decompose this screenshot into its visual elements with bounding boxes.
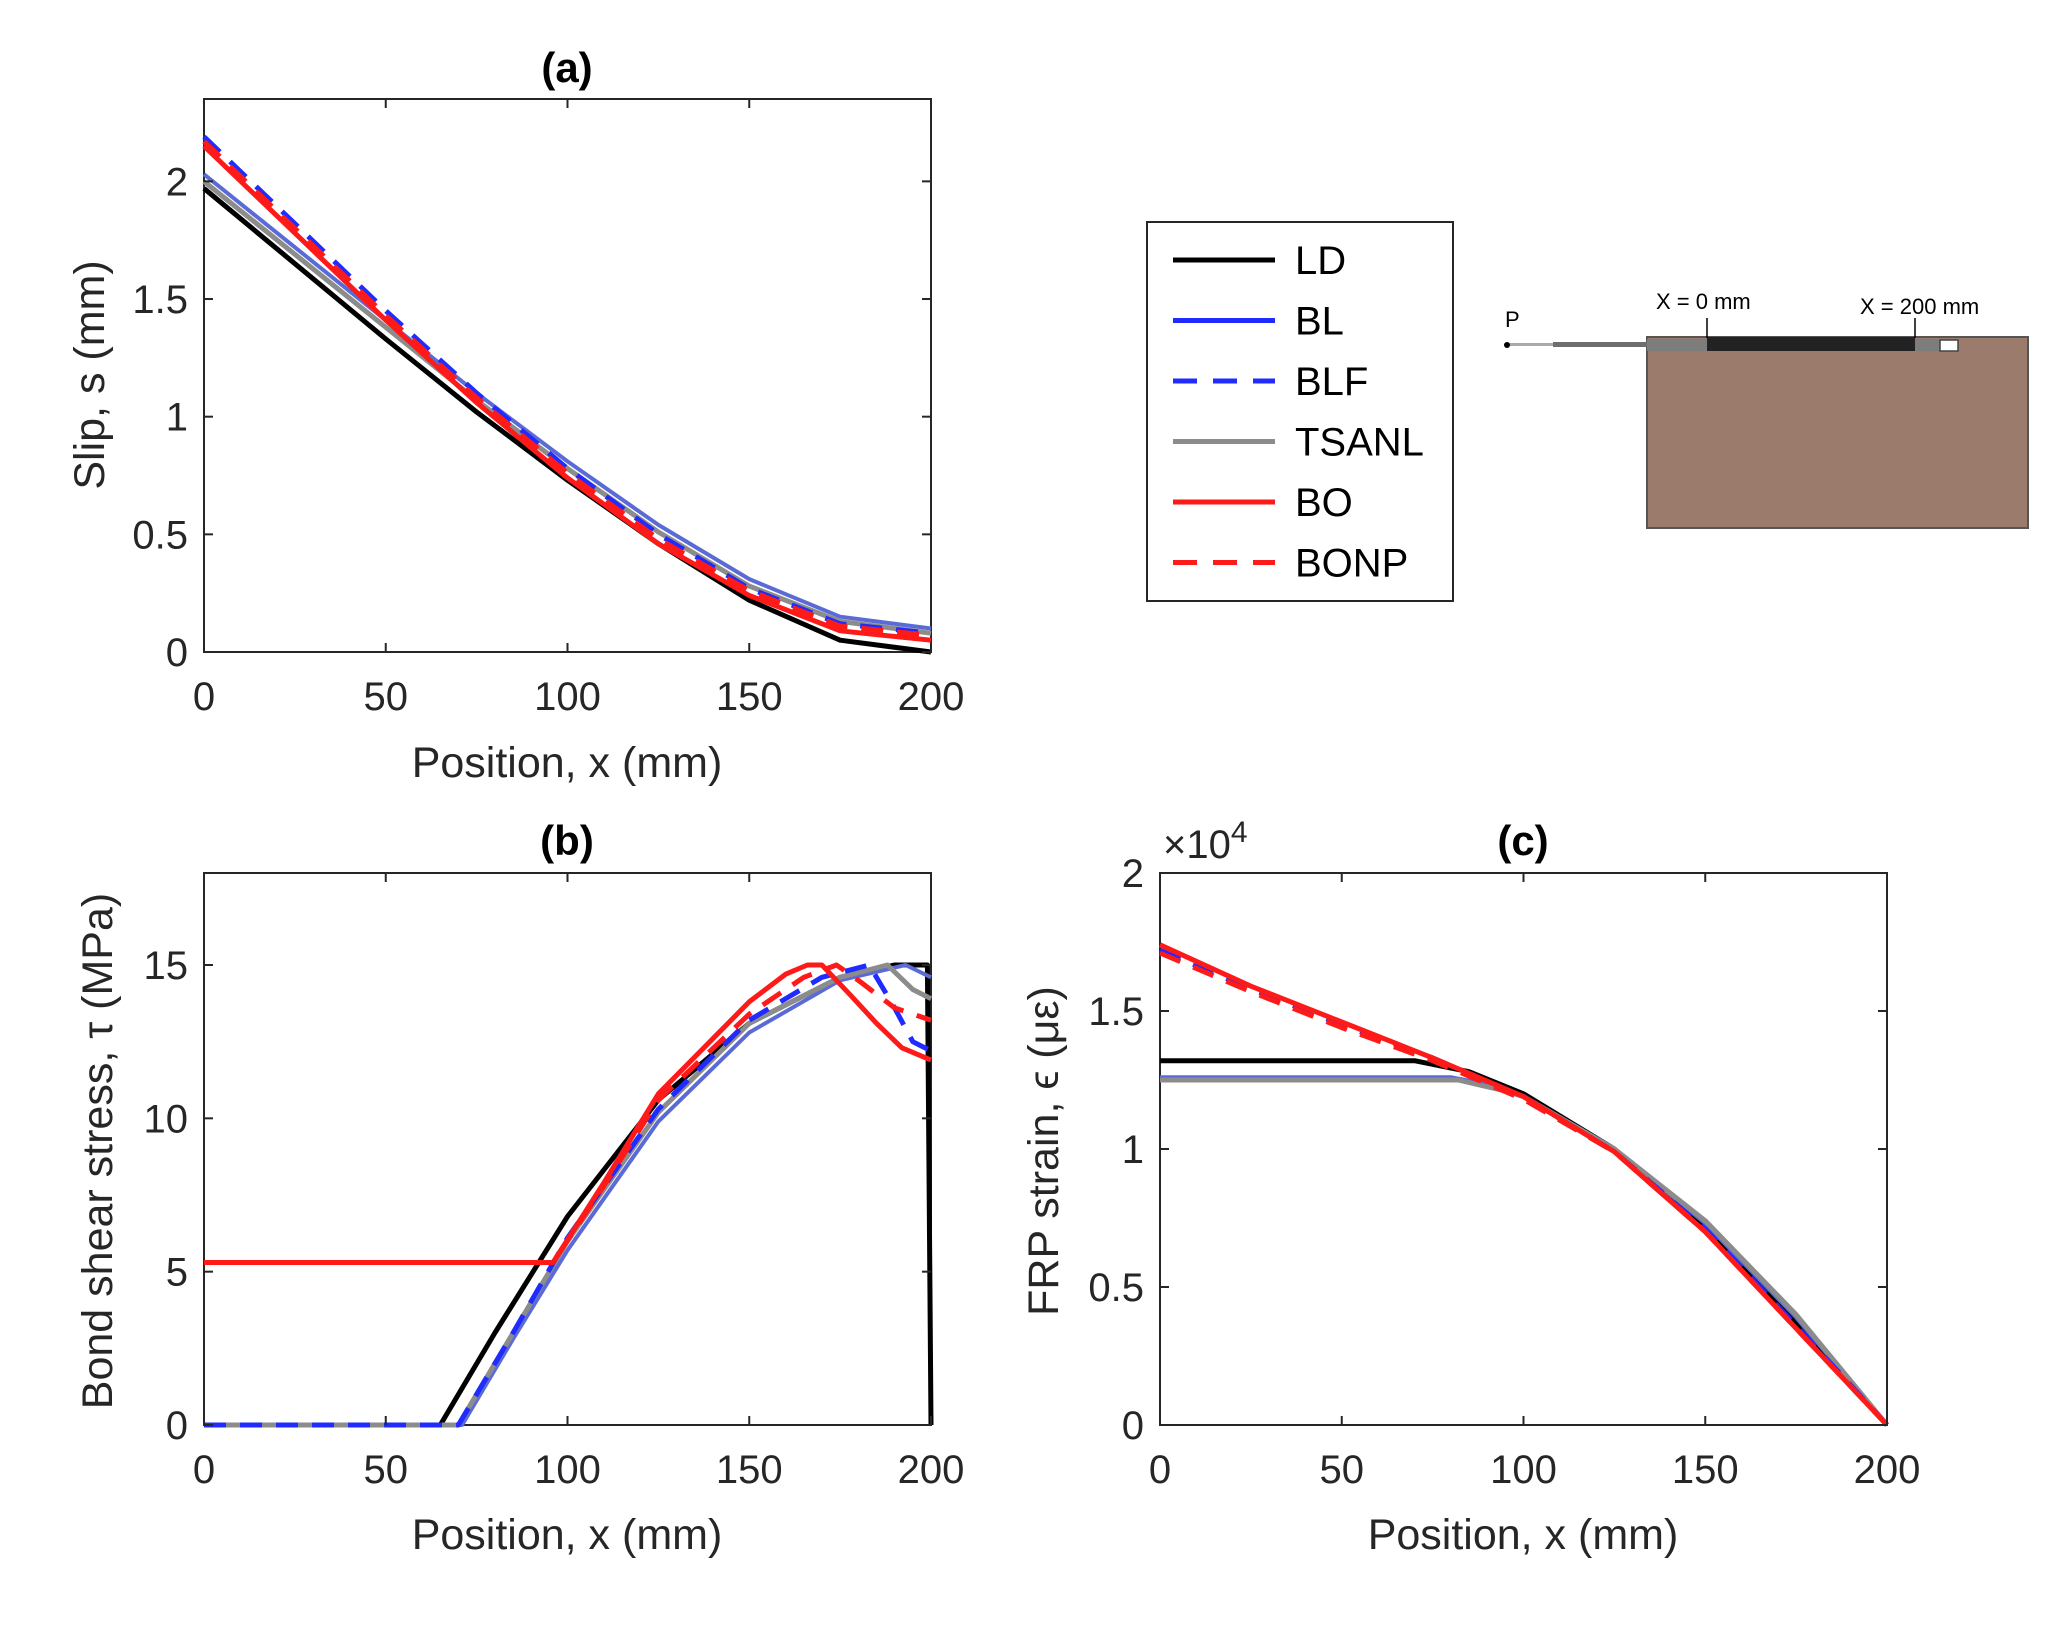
panel-b-ylabel: Bond shear stress, τ (MPa) [74, 893, 122, 1409]
panel-b-axes-box [203, 872, 932, 1426]
series-line-bonp [204, 962, 932, 1265]
frp-loaded-end [1507, 343, 1553, 346]
series-line-bl [204, 963, 932, 1427]
panel-c-ticks: 0 50 100 150 200 0 0.5 1 1.5 2 [1088, 852, 1920, 1492]
panel-b-xlabel: Position, x (mm) [412, 1511, 723, 1559]
bonded-region [1707, 337, 1915, 351]
x-tick-label: 0 [1149, 1448, 1171, 1492]
y-tick-label: 0.5 [1088, 1266, 1144, 1310]
legend-label-ld: LD [1295, 239, 1346, 283]
y-tick-label: 1 [1122, 1128, 1144, 1172]
specimen-diagram: P X = 0 mm X = 200 mm [1504, 289, 2029, 529]
x-tick-label: 150 [1672, 1448, 1739, 1492]
panel-c-axes-box [1159, 872, 1888, 1426]
x-tick-label: 150 [716, 1448, 783, 1492]
unbonded-region [1647, 339, 1707, 351]
x-tick-label: 50 [364, 675, 409, 719]
panel-a-series [202, 134, 932, 655]
y-tick-label: 0 [166, 631, 188, 675]
x-tick-label: 150 [716, 675, 783, 719]
x-tick-label: 100 [1490, 1448, 1557, 1492]
concrete-block [1646, 336, 2029, 529]
panel-a-slip: 0 50 100 150 200 0 0.5 1 1.5 2 (a) Position, x (m… [66, 44, 964, 787]
x-tick-label: 200 [1854, 1448, 1921, 1492]
legend-label-blf: BLF [1295, 360, 1368, 404]
x-tick-label: 200 [898, 675, 965, 719]
panel-a-title: (a) [541, 44, 592, 91]
y-tick-label: 0 [1122, 1404, 1144, 1448]
legend-label-bonp: BONP [1295, 542, 1408, 586]
series-line-blf [204, 962, 933, 1428]
panel-c-series [1158, 942, 1889, 1427]
x-tick-label: 50 [1320, 1448, 1365, 1492]
series-line-bonp [202, 139, 932, 638]
panel-a-xlabel: Position, x (mm) [412, 739, 723, 787]
legend-box [1146, 221, 1454, 602]
panel-c-exponent-power: 4 [1231, 816, 1248, 849]
frp-free-length [1553, 342, 1650, 347]
panel-a-ticks: 0 50 100 150 200 0 0.5 1 1.5 2 [132, 99, 964, 719]
x-tick-label: 100 [534, 675, 601, 719]
y-tick-label: 1 [166, 396, 188, 440]
panel-b-title: (b) [540, 817, 594, 864]
panel-b-series [204, 962, 934, 1428]
y-tick-label: 5 [166, 1251, 188, 1295]
legend-label-bo: BO [1295, 481, 1353, 525]
y-tick-label: 15 [144, 944, 189, 988]
panel-a-axes-box [203, 98, 932, 653]
x-tick-label: 200 [898, 1448, 965, 1492]
series-line-bl [202, 172, 932, 631]
panel-a-ylabel: Slip, s (mm) [66, 260, 114, 489]
frp-tail [1915, 339, 1940, 351]
panel-c-exponent: ×104 [1163, 816, 1248, 867]
legend-label-tsanl: TSANL [1295, 421, 1424, 465]
x-tick-label: 0 [193, 675, 215, 719]
y-tick-label: 1.5 [1088, 990, 1144, 1034]
legend-entries: LD BL BLF TSANL BO BONP [1173, 239, 1424, 586]
y-tick-label: 1.5 [132, 278, 188, 322]
panel-c-frp-strain: 0 50 100 150 200 0 0.5 1 1.5 2 (c) Position, x (m… [1020, 816, 1920, 1559]
series-line-bo [202, 144, 932, 643]
x-tick-label: 50 [364, 1448, 409, 1492]
y-tick-label: 2 [166, 160, 188, 204]
end-position-label: X = 200 mm [1860, 294, 1979, 319]
y-tick-label: 2 [1122, 852, 1144, 896]
y-tick-label: 10 [144, 1097, 189, 1141]
panel-c-xlabel: Position, x (mm) [1368, 1511, 1679, 1559]
series-line-bo [1158, 942, 1889, 1427]
frp-end-gap [1939, 339, 1959, 352]
x-tick-label: 100 [534, 1448, 601, 1492]
series-line-bo [204, 962, 932, 1265]
x-tick-label: 0 [193, 1448, 215, 1492]
panel-c-ylabel: FRP strain, ϵ (με) [1020, 986, 1068, 1316]
y-tick-label: 0.5 [132, 513, 188, 557]
panel-c-exponent-base: ×10 [1163, 823, 1231, 867]
panel-b-ticks: 0 50 100 150 200 0 5 10 15 [144, 873, 965, 1492]
panel-c-title: (c) [1497, 817, 1548, 864]
legend: LD BL BLF TSANL BO BONP [1146, 221, 1454, 602]
load-label: P [1505, 307, 1520, 332]
load-point [1504, 342, 1510, 348]
y-tick-label: 0 [166, 1404, 188, 1448]
legend-label-bl: BL [1295, 300, 1344, 344]
start-position-label: X = 0 mm [1656, 289, 1751, 314]
